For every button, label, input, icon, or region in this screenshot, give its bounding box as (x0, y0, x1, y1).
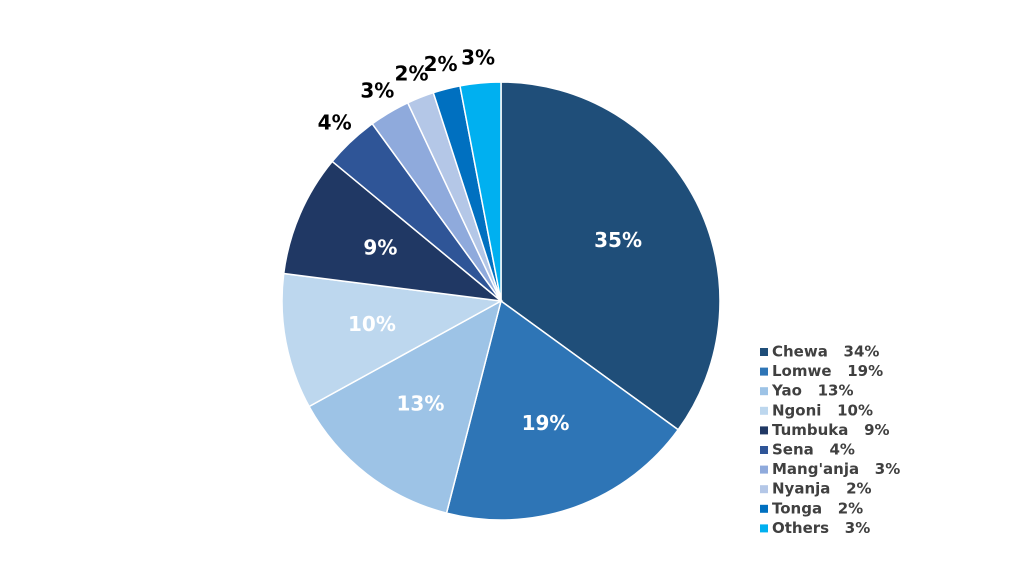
slice-label: 9% (363, 235, 397, 259)
legend-text: Chewa 34% (772, 343, 879, 361)
legend-text: Tonga 2% (772, 499, 863, 517)
slice-label: 2% (424, 52, 458, 76)
legend-marker (760, 426, 768, 435)
legend-marker (760, 406, 768, 415)
slice-label: 19% (522, 411, 570, 435)
pie-slice (445, 299, 680, 521)
slice-label: 2% (395, 62, 429, 86)
slice-label: 4% (318, 110, 352, 134)
slice-label: 3% (461, 46, 495, 70)
pie-slice (308, 299, 503, 515)
pie-slice (282, 160, 504, 303)
slice-label: 10% (348, 312, 396, 336)
legend-text: Lomwe 19% (772, 362, 883, 380)
legend-marker (760, 348, 768, 356)
legend-marker (760, 485, 768, 494)
legend-text: Sena 4% (772, 441, 855, 459)
legend-text: Mang'anja 3% (772, 460, 900, 478)
legend-marker (760, 504, 768, 513)
slice-label: 3% (360, 78, 394, 102)
legend-marker (760, 367, 768, 376)
legend-marker (760, 524, 768, 533)
pie-slice (500, 81, 721, 431)
legend-text: Others 3% (772, 519, 870, 537)
legend-text: Nyanja 2% (772, 480, 872, 498)
legend-text: Tumbuka 9% (772, 421, 890, 439)
legend-text: Yao 13% (771, 382, 853, 400)
legend-text: Ngoni 10% (772, 401, 873, 419)
legend-marker (760, 387, 768, 396)
pie-slice (459, 81, 502, 302)
slice-label: 13% (397, 391, 445, 415)
slice-label: 35% (594, 228, 642, 252)
legend-marker (760, 446, 768, 454)
pie-slice (281, 272, 504, 408)
legend-marker (760, 465, 768, 474)
